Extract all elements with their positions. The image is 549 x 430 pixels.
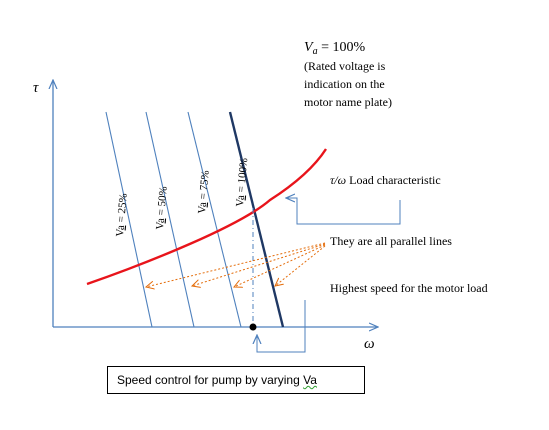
voltage-line-25 xyxy=(105,111,153,328)
rated-voltage-note-2: indication on the xyxy=(304,77,385,91)
x-axis-symbol: ω xyxy=(364,336,375,352)
rated-voltage-note-3: motor name plate) xyxy=(304,95,392,109)
rated-voltage-note-1: (Rated voltage is xyxy=(304,59,386,73)
load-characteristic-curve xyxy=(86,148,328,286)
load-label-pointer xyxy=(286,198,401,225)
voltage-line-100 xyxy=(228,111,285,328)
highest-speed-label: Highest speed for the motor load xyxy=(330,281,488,295)
voltage-label-50: Va = 50% xyxy=(154,186,170,230)
load-characteristic-label: τ/ω Load characteristic xyxy=(330,173,441,187)
voltage-line-50 xyxy=(145,111,195,328)
voltage-line-75 xyxy=(187,111,242,328)
caption-text: Speed control for pump by varying xyxy=(117,373,304,387)
voltage-label-75: Va = 75% xyxy=(196,170,212,214)
y-axis-symbol: τ xyxy=(33,80,39,96)
rated-voltage-value: Va = 100% xyxy=(304,40,365,57)
voltage-label-100: Va = 100% xyxy=(234,157,250,207)
voltage-label-25: Va = 25% xyxy=(114,193,130,237)
parallel-arrows xyxy=(146,242,326,287)
parallel-lines-label: They are all parallel lines xyxy=(330,234,452,248)
caption-var: Va xyxy=(303,373,317,387)
caption-box: Speed control for pump by varying Va xyxy=(107,366,365,394)
operating-point-dot xyxy=(249,323,257,331)
highest-speed-pointer xyxy=(257,300,306,353)
